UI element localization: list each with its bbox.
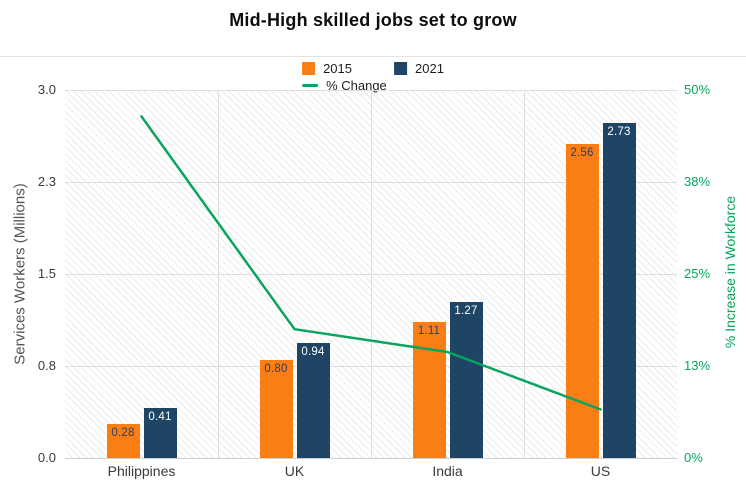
legend-label-pct-change: % Change (326, 78, 387, 93)
y-right-tick: 38% (684, 174, 711, 189)
bar-value-label: 2.73 (607, 126, 631, 139)
bar-2021-philippines: 0.41 (143, 407, 177, 458)
bar-2015-uk: 0.80 (259, 359, 293, 458)
chart-title: Mid-High skilled jobs set to grow (229, 10, 517, 30)
y-right-tick: 13% (684, 358, 711, 373)
y-left-tick: 2.3 (37, 174, 56, 189)
legend-label-2021: 2021 (415, 61, 444, 76)
x-axis-label-us: US (590, 463, 611, 479)
bar-value-label: 1.27 (454, 305, 478, 318)
legend-swatch-2021 (394, 62, 407, 75)
legend-swatch-2015 (302, 62, 316, 75)
bar-value-label: 2.56 (570, 146, 594, 159)
bar-value-label: 1.11 (417, 324, 441, 337)
bar-2021-uk: 0.94 (296, 342, 330, 458)
header-divider (0, 56, 746, 57)
plot-area: 0.28 0.41 0.80 0.94 1.11 1.27 2.56 (65, 90, 677, 459)
bar-value-label: 0.41 (148, 410, 172, 423)
y-right-tick: 25% (684, 266, 711, 281)
bar-2015-us: 2.56 (565, 143, 599, 458)
category-group-uk: 0.80 0.94 (218, 90, 371, 458)
x-axis-label-philippines: Philippines (107, 463, 176, 479)
bar-value-label: 0.80 (264, 362, 288, 375)
legend-item-2021[interactable]: 2021 (394, 61, 444, 76)
y-left-tick: 0.8 (37, 358, 56, 373)
y-left-tick: 1.5 (37, 266, 56, 281)
bar-2021-india: 1.27 (449, 302, 483, 458)
legend-item-pct-change[interactable]: % Change (302, 78, 387, 93)
bar-value-label: 0.28 (111, 426, 135, 439)
x-axis-label-uk: UK (284, 463, 305, 479)
legend-item-2015[interactable]: 2015 (302, 61, 352, 76)
bar-value-label: 0.94 (301, 345, 325, 358)
category-group-philippines: 0.28 0.41 (65, 90, 218, 458)
category-group-india: 1.11 1.27 (371, 90, 524, 458)
y-right-tick: 0% (684, 450, 703, 465)
x-axis-label-india: India (432, 463, 463, 479)
legend-line-marker (302, 84, 319, 87)
y-left-tick: 3.0 (37, 82, 56, 97)
category-group-us: 2.56 2.73 (524, 90, 677, 458)
y-left-tick: 0.0 (37, 450, 56, 465)
legend: 2015 2021 % Change (302, 61, 444, 93)
y-right-tick: 50% (684, 82, 711, 97)
bar-2015-philippines: 0.28 (106, 423, 140, 458)
bar-2015-india: 1.11 (412, 321, 446, 458)
bar-2021-us: 2.73 (602, 123, 636, 458)
legend-label-2015: 2015 (323, 61, 352, 76)
